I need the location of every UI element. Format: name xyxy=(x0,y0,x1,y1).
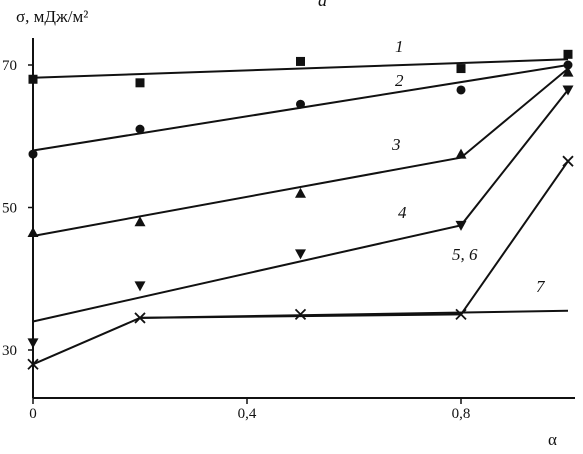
series-1-point xyxy=(296,56,305,66)
series-1-point xyxy=(28,74,38,84)
series-1-point xyxy=(563,49,573,59)
series-3-point xyxy=(134,216,146,227)
series-2-point xyxy=(135,124,145,134)
series-3-point xyxy=(295,187,306,198)
series-2-point xyxy=(28,149,38,159)
curve-label-5: 5, 6 xyxy=(452,245,478,264)
series-5-point xyxy=(562,155,574,167)
x-axis-title: α xyxy=(548,430,557,449)
y-tick-label: 70 xyxy=(2,58,17,74)
series-5-point xyxy=(134,312,146,324)
series-line-4 xyxy=(32,89,569,323)
x-tick-label: 0 xyxy=(29,406,37,422)
series-1-point xyxy=(135,78,145,88)
series-2-point xyxy=(456,85,466,95)
series-5-point xyxy=(455,308,467,321)
curve-label-2: 2 xyxy=(395,71,404,90)
curve-label-6: 7 xyxy=(536,277,546,296)
series-3-point xyxy=(562,66,574,77)
curve-label-3: 3 xyxy=(391,135,401,154)
curve-label-4: 4 xyxy=(398,203,407,222)
series-4-point xyxy=(455,220,467,231)
series-line-6 xyxy=(139,309,569,319)
series-4-point xyxy=(27,338,39,349)
series-3-point xyxy=(27,226,39,237)
series-4-point xyxy=(295,249,306,260)
curve-label-1: 1 xyxy=(395,37,404,56)
series-4-point xyxy=(562,85,574,96)
series-3-point xyxy=(455,148,467,159)
series-line-3 xyxy=(32,67,569,237)
y-tick-label: 50 xyxy=(2,201,17,217)
y-tick-label: 30 xyxy=(2,343,17,359)
series-2-point xyxy=(563,60,573,70)
panel-label: a xyxy=(318,0,327,10)
x-tick-label: 0,8 xyxy=(452,406,471,422)
series-line-1 xyxy=(32,58,569,79)
x-tick-label: 0,4 xyxy=(238,406,257,422)
series-2-point xyxy=(296,99,305,109)
series-5-point xyxy=(294,308,307,321)
series-1-point xyxy=(456,64,466,74)
y-axis-title: σ, мДж/м² xyxy=(16,7,88,26)
series-5-point xyxy=(27,358,39,370)
series-4-point xyxy=(134,281,146,292)
